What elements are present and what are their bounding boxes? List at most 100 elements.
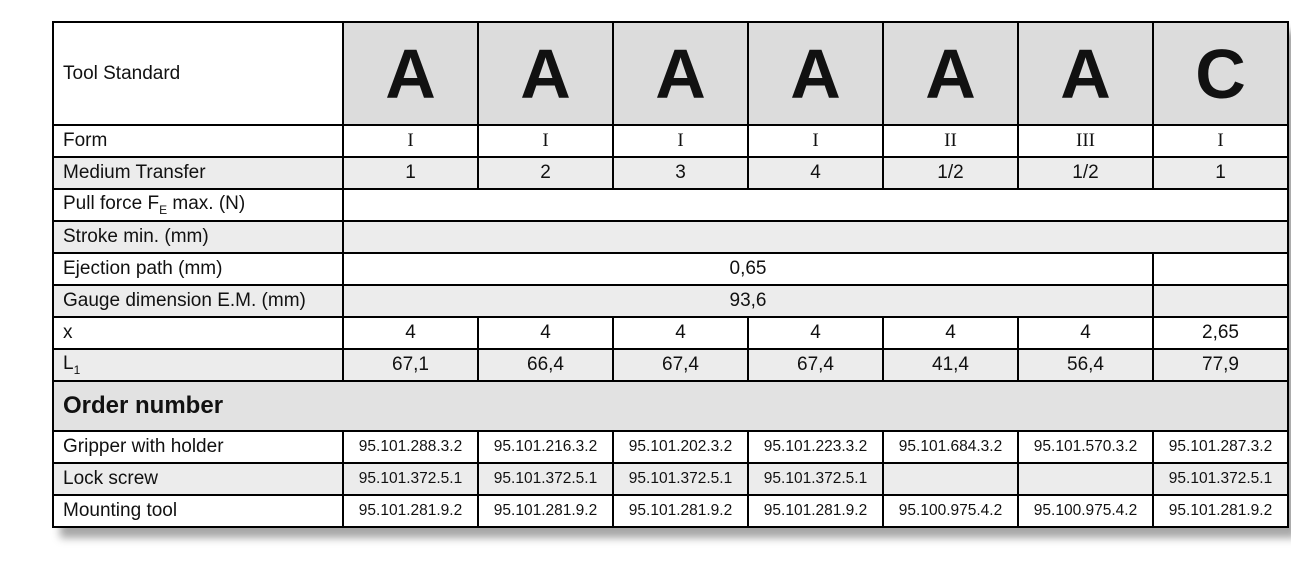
order-number: 95.101.223.3.2 bbox=[747, 430, 884, 464]
text: A bbox=[925, 34, 976, 113]
text: 4 bbox=[810, 322, 821, 343]
text: 95.101.281.9.2 bbox=[358, 502, 463, 519]
value-cell: 4 bbox=[342, 316, 479, 350]
text: 4 bbox=[945, 322, 956, 343]
value-cell: 4 bbox=[882, 316, 1019, 350]
row-label: Gauge dimension E.M. (mm) bbox=[52, 284, 344, 318]
text: 1/2 bbox=[937, 162, 964, 183]
value-cell: 67,4 bbox=[747, 348, 884, 382]
text: 95.100.975.4.2 bbox=[1033, 502, 1138, 519]
row-label: Lock screw bbox=[52, 462, 344, 496]
order-number bbox=[882, 462, 1019, 496]
text: 4 bbox=[540, 322, 551, 343]
text: x bbox=[63, 322, 73, 343]
text: 93,6 bbox=[729, 290, 767, 311]
order-number: 95.101.216.3.2 bbox=[477, 430, 614, 464]
tool-standard: A bbox=[747, 21, 884, 126]
value-cell: 3 bbox=[612, 156, 749, 190]
order-number: 95.101.287.3.2 bbox=[1152, 430, 1289, 464]
row-label: x bbox=[52, 316, 344, 350]
value-cell: 1 bbox=[342, 156, 479, 190]
row-label: Tool Standard bbox=[52, 21, 344, 126]
text: 95.101.372.5.1 bbox=[358, 470, 463, 487]
text: 95.101.216.3.2 bbox=[493, 438, 598, 455]
text: 95.101.684.3.2 bbox=[898, 438, 1003, 455]
order-number: 95.101.281.9.2 bbox=[477, 494, 614, 528]
order-row: Gripper with holder 95.101.288.3.2 95.101.… bbox=[52, 430, 1289, 464]
text: 2,65 bbox=[1202, 322, 1239, 343]
value-cell: III bbox=[1017, 124, 1154, 158]
text: 95.101.281.9.2 bbox=[628, 502, 733, 519]
value-cell: II bbox=[882, 124, 1019, 158]
value-cell: 67,4 bbox=[612, 348, 749, 382]
row-label: Ejection path (mm) bbox=[52, 252, 344, 286]
data-row: x 4 4 4 4 4 4 2,65 bbox=[52, 316, 1289, 350]
section-row: Order number bbox=[52, 380, 1289, 432]
row-label: L1 bbox=[52, 348, 344, 382]
order-number: 95.101.281.9.2 bbox=[747, 494, 884, 528]
section-title: Order number bbox=[52, 380, 1289, 432]
order-row: Lock screw 95.101.372.5.1 95.101.372.5.1 95… bbox=[52, 462, 1289, 496]
text: A bbox=[520, 34, 571, 113]
value-cell: 0,65 bbox=[342, 252, 1154, 286]
data-row: Form I I I I II III I bbox=[52, 124, 1289, 158]
text: III bbox=[1076, 130, 1095, 151]
value-cell bbox=[342, 220, 1289, 254]
text: Stroke min. (mm) bbox=[63, 226, 209, 247]
text: 67,4 bbox=[662, 354, 699, 375]
text: C bbox=[1195, 34, 1246, 113]
row-label: Stroke min. (mm) bbox=[52, 220, 344, 254]
value-cell: I bbox=[477, 124, 614, 158]
text: 1 bbox=[405, 162, 416, 183]
spec-table: Tool Standard A A A A A A C Form I I I I II III I Medium… bbox=[52, 21, 1289, 528]
text: 1 bbox=[1215, 162, 1226, 183]
text: 95.101.202.3.2 bbox=[628, 438, 733, 455]
text: Gauge dimension E.M. (mm) bbox=[63, 290, 306, 311]
value-cell: 41,4 bbox=[882, 348, 1019, 382]
text: Tool Standard bbox=[63, 62, 181, 84]
value-cell: 1 bbox=[1152, 156, 1289, 190]
text: I bbox=[812, 130, 819, 151]
order-number: 95.101.570.3.2 bbox=[1017, 430, 1154, 464]
text: 1/2 bbox=[1072, 162, 1099, 183]
text: 77,9 bbox=[1202, 354, 1239, 375]
value-cell: 4 bbox=[747, 316, 884, 350]
text: Ejection path (mm) bbox=[63, 258, 223, 279]
text: 95.101.281.9.2 bbox=[763, 502, 868, 519]
row-label: Medium Transfer bbox=[52, 156, 344, 190]
data-row: Pull force FE max. (N) bbox=[52, 188, 1289, 222]
text: max. (N) bbox=[167, 193, 246, 215]
value-cell bbox=[1152, 252, 1289, 286]
row-label: Gripper with holder bbox=[52, 430, 344, 464]
order-number: 95.101.372.5.1 bbox=[477, 462, 614, 496]
text: Order number bbox=[63, 392, 224, 419]
order-number: 95.100.975.4.2 bbox=[882, 494, 1019, 528]
order-number: 95.100.975.4.2 bbox=[1017, 494, 1154, 528]
value-cell: I bbox=[747, 124, 884, 158]
text: 95.100.975.4.2 bbox=[898, 502, 1003, 519]
order-number: 95.101.372.5.1 bbox=[1152, 462, 1289, 496]
tool-standard: A bbox=[342, 21, 479, 126]
header-row: Tool Standard A A A A A A C bbox=[52, 21, 1289, 126]
text: 95.101.372.5.1 bbox=[763, 470, 868, 487]
text: I bbox=[677, 130, 684, 151]
value-cell: I bbox=[1152, 124, 1289, 158]
value-cell: 77,9 bbox=[1152, 348, 1289, 382]
text: 66,4 bbox=[527, 354, 564, 375]
text: A bbox=[1060, 34, 1111, 113]
order-number: 95.101.281.9.2 bbox=[612, 494, 749, 528]
row-label: Pull force FE max. (N) bbox=[52, 188, 344, 222]
value-cell bbox=[342, 188, 1289, 222]
tool-standard: A bbox=[612, 21, 749, 126]
text: 41,4 bbox=[932, 354, 969, 375]
text: Gripper with holder bbox=[63, 436, 224, 457]
value-cell: 67,1 bbox=[342, 348, 479, 382]
text: I bbox=[542, 130, 549, 151]
text: Form bbox=[63, 130, 108, 151]
value-cell: 4 bbox=[612, 316, 749, 350]
order-number: 95.101.684.3.2 bbox=[882, 430, 1019, 464]
text: Medium Transfer bbox=[63, 162, 206, 183]
order-number: 95.101.372.5.1 bbox=[342, 462, 479, 496]
row-label: Form bbox=[52, 124, 344, 158]
